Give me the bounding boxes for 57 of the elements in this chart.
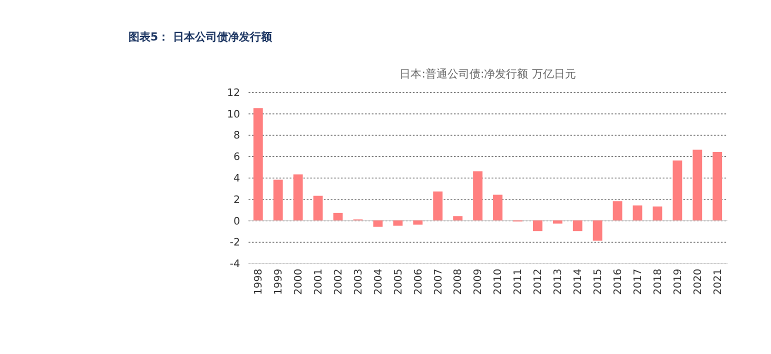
chart-subtitle: 日本:普通公司债:净发行额 万亿日元: [400, 68, 576, 80]
y-tick-label: 6: [233, 151, 240, 164]
bar: [313, 196, 323, 220]
y-tick-label: -4: [230, 258, 240, 270]
x-tick-label: 2015: [592, 268, 604, 295]
bar: [552, 220, 562, 224]
bar: [632, 205, 642, 220]
x-tick-label: 2019: [672, 268, 684, 295]
bar: [413, 220, 423, 225]
x-tick-label: 2003: [352, 268, 364, 295]
x-tick-label: 2017: [632, 268, 644, 295]
x-tick-label: 2021: [712, 268, 724, 295]
bar: [333, 212, 343, 220]
x-tick-label: 2006: [412, 268, 424, 295]
bar: [592, 220, 602, 241]
y-tick-label: 0: [233, 215, 240, 228]
y-tick-label: 2: [233, 194, 240, 206]
bar: [493, 194, 502, 220]
x-tick-label: 2010: [492, 268, 504, 295]
bar: [572, 220, 582, 232]
bar: [293, 174, 303, 220]
x-tick-label: 2008: [452, 268, 464, 295]
x-tick-label: 2005: [392, 268, 404, 295]
x-tick-label: 2013: [552, 268, 564, 295]
x-tick-label: 2000: [292, 268, 304, 295]
bar: [433, 192, 443, 220]
x-tick-label: 2002: [332, 268, 344, 295]
bar: [712, 152, 722, 220]
x-tick-label: 2014: [572, 268, 584, 295]
x-tick-label: 2004: [372, 268, 384, 295]
y-tick-label: 10: [226, 108, 240, 120]
bar: [373, 220, 383, 227]
bar: [532, 220, 542, 232]
x-tick-label: 2020: [692, 268, 704, 295]
bar: [253, 108, 263, 220]
bar: [393, 220, 403, 226]
y-tick-label: -2: [230, 236, 240, 249]
x-tick-label: 2009: [472, 268, 484, 295]
bar: [473, 171, 482, 220]
bar: [672, 160, 682, 220]
x-tick-label: 2007: [432, 268, 444, 295]
y-tick-label: 8: [233, 130, 240, 142]
bar: [612, 201, 622, 220]
x-tick-label: 2016: [612, 268, 624, 295]
x-tick-label: 2012: [532, 268, 544, 295]
x-tick-label: 2001: [312, 268, 324, 295]
x-tick-label: 2011: [512, 268, 524, 295]
x-tick-label: 1998: [252, 268, 265, 295]
x-tick-label: 2018: [652, 268, 664, 295]
y-tick-label: 4: [233, 172, 240, 184]
bar: [692, 150, 702, 220]
bar: [652, 206, 662, 220]
y-tick-label: 12: [226, 86, 240, 99]
x-tick-label: 1999: [272, 268, 285, 295]
bar: [453, 216, 463, 220]
chart-title: 图表5： 日本公司债净发行额: [128, 30, 273, 44]
bar: [273, 180, 283, 220]
